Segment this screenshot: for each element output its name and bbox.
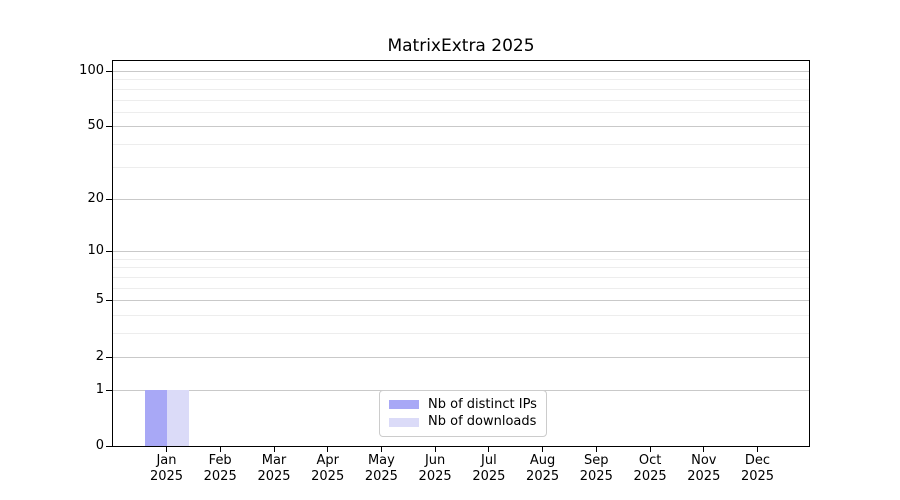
y-axis-tick-label: 5	[95, 292, 104, 308]
legend-entry-downloads: Nb of downloads	[389, 414, 537, 432]
bar-downloads	[166, 389, 189, 446]
x-axis-tick-label: Jun 2025	[418, 453, 452, 484]
y-axis-tick	[106, 300, 113, 302]
x-axis-tick	[327, 446, 329, 452]
y-axis-tick-label: 100	[79, 62, 104, 78]
y-axis-tick	[106, 198, 113, 200]
x-axis-tick-label: Aug 2025	[526, 453, 560, 484]
x-axis-tick-label: Feb 2025	[203, 453, 237, 484]
y-axis-tick	[106, 356, 113, 358]
chart-title: MatrixExtra 2025	[387, 36, 535, 56]
legend-entry-distinct-ips: Nb of distinct IPs	[389, 396, 537, 414]
y-axis-tick	[106, 251, 113, 253]
legend-label: Nb of distinct IPs	[428, 396, 537, 412]
x-axis-tick	[219, 446, 221, 452]
minor-gridline	[113, 88, 809, 90]
legend-swatch	[389, 400, 419, 410]
major-gridline	[113, 251, 809, 253]
x-axis-tick	[434, 446, 436, 452]
x-axis-tick	[649, 446, 651, 452]
x-axis-tick-label: Apr 2025	[311, 453, 345, 484]
x-axis-tick-label: Jul 2025	[472, 453, 506, 484]
minor-gridline	[113, 333, 809, 335]
minor-gridline	[113, 277, 809, 278]
y-axis-tick	[106, 70, 113, 72]
x-axis-tick	[757, 446, 758, 452]
x-axis-tick	[273, 446, 275, 452]
x-axis-tick-label: Sep 2025	[579, 453, 613, 484]
y-axis-tick	[106, 446, 113, 447]
minor-gridline	[113, 144, 809, 146]
minor-gridline	[113, 111, 809, 113]
x-axis-tick	[703, 446, 705, 452]
legend-label: Nb of downloads	[428, 414, 537, 430]
x-axis-tick-label: Mar 2025	[257, 453, 291, 484]
major-gridline	[113, 300, 809, 302]
legend: Nb of distinct IPs Nb of downloads	[379, 390, 547, 437]
minor-gridline	[113, 79, 809, 81]
major-gridline	[113, 356, 809, 358]
major-gridline	[113, 70, 809, 72]
major-gridline	[113, 198, 809, 200]
y-axis-tick-label: 50	[87, 118, 104, 134]
y-axis-tick-label: 0	[95, 438, 104, 453]
x-axis-tick-label: Dec 2025	[740, 453, 775, 484]
plot-area: Nb of distinct IPs Nb of downloads 0 1 2 5 1…	[79, 60, 810, 484]
y-axis-tick-label: 10	[87, 243, 104, 259]
y-axis-tick-label: 2	[95, 348, 104, 364]
minor-gridline	[113, 99, 809, 101]
minor-gridline	[113, 267, 809, 269]
x-axis-tick	[595, 446, 597, 452]
minor-gridline	[113, 315, 809, 317]
x-axis-tick	[166, 446, 167, 452]
x-axis-tick-label: May 2025	[364, 453, 398, 484]
minor-gridline	[113, 166, 809, 168]
major-gridline	[113, 126, 809, 128]
y-axis-tick-label: 1	[95, 381, 104, 397]
x-axis-tick-label: Nov 2025	[687, 453, 721, 484]
x-axis-tick-label: Jan 2025	[149, 453, 184, 484]
x-axis-tick	[488, 446, 490, 452]
bar-distinct-ips	[144, 389, 167, 446]
y-axis-tick	[106, 389, 113, 391]
y-axis-tick-label: 20	[87, 190, 104, 206]
x-axis-tick-label: Oct 2025	[633, 453, 667, 484]
x-axis-tick	[542, 446, 544, 452]
minor-gridline	[113, 287, 809, 289]
x-axis-tick	[380, 446, 382, 452]
minor-gridline	[113, 258, 809, 260]
legend-swatch	[389, 417, 419, 427]
y-axis-tick	[106, 126, 113, 128]
